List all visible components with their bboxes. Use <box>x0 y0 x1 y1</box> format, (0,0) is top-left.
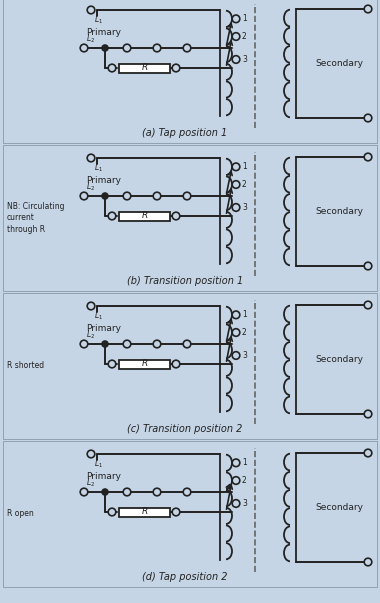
Circle shape <box>108 64 116 72</box>
Text: 3: 3 <box>242 55 247 64</box>
Circle shape <box>232 477 240 484</box>
Text: R: R <box>141 359 147 368</box>
Circle shape <box>364 410 372 418</box>
Circle shape <box>123 44 131 52</box>
Text: 2: 2 <box>242 328 247 337</box>
Circle shape <box>364 558 372 566</box>
Bar <box>119 212 170 221</box>
Circle shape <box>80 488 88 496</box>
Circle shape <box>172 212 180 220</box>
Circle shape <box>87 6 95 14</box>
Text: (b) Transition position 1: (b) Transition position 1 <box>127 276 243 286</box>
Text: $L_2$: $L_2$ <box>86 33 95 45</box>
Bar <box>3 441 377 587</box>
Text: 1: 1 <box>242 311 247 320</box>
Text: $L_1$: $L_1$ <box>94 162 103 174</box>
Text: (d) Tap position 2: (d) Tap position 2 <box>142 572 228 582</box>
Circle shape <box>101 192 109 200</box>
Circle shape <box>87 450 95 458</box>
Circle shape <box>232 55 240 63</box>
Bar <box>3 293 377 439</box>
Text: R: R <box>141 508 147 517</box>
Text: Secondary: Secondary <box>315 355 363 364</box>
Text: (a) Tap position 1: (a) Tap position 1 <box>142 128 228 138</box>
Circle shape <box>80 340 88 348</box>
Bar <box>3 145 377 291</box>
Circle shape <box>123 488 131 496</box>
Circle shape <box>123 192 131 200</box>
Circle shape <box>232 204 240 211</box>
Circle shape <box>153 192 161 200</box>
Text: Secondary: Secondary <box>315 59 363 68</box>
Circle shape <box>183 192 191 200</box>
Circle shape <box>172 508 180 516</box>
Circle shape <box>183 44 191 52</box>
Text: 1: 1 <box>242 14 247 24</box>
Circle shape <box>80 192 88 200</box>
Text: 1: 1 <box>242 162 247 171</box>
Circle shape <box>153 488 161 496</box>
Text: Primary: Primary <box>86 324 121 333</box>
Text: NB: Circulating
current
through R: NB: Circulating current through R <box>7 201 65 235</box>
Circle shape <box>364 262 372 270</box>
Text: Secondary: Secondary <box>315 503 363 512</box>
Text: R: R <box>141 63 147 72</box>
Circle shape <box>232 15 240 23</box>
Bar <box>119 359 170 368</box>
Circle shape <box>232 181 240 188</box>
Text: (c) Transition position 2: (c) Transition position 2 <box>127 424 243 434</box>
Text: R: R <box>141 212 147 221</box>
Circle shape <box>232 352 240 359</box>
Circle shape <box>87 302 95 310</box>
Text: R open: R open <box>7 510 34 519</box>
Circle shape <box>108 360 116 368</box>
Text: 2: 2 <box>242 476 247 485</box>
Circle shape <box>364 153 372 161</box>
Circle shape <box>108 212 116 220</box>
Circle shape <box>232 311 240 318</box>
Circle shape <box>172 360 180 368</box>
Text: $L_2$: $L_2$ <box>86 476 95 489</box>
Circle shape <box>364 449 372 457</box>
Text: Secondary: Secondary <box>315 207 363 216</box>
Text: 2: 2 <box>242 180 247 189</box>
Text: 1: 1 <box>242 458 247 467</box>
Text: $L_1$: $L_1$ <box>94 14 103 27</box>
Circle shape <box>101 44 109 52</box>
Circle shape <box>101 340 109 348</box>
Circle shape <box>364 5 372 13</box>
Text: 2: 2 <box>242 32 247 41</box>
Text: 3: 3 <box>242 203 247 212</box>
Text: 3: 3 <box>242 499 247 508</box>
Circle shape <box>101 488 109 496</box>
Text: Primary: Primary <box>86 176 121 185</box>
Bar <box>3 0 377 143</box>
Circle shape <box>87 154 95 162</box>
Circle shape <box>123 340 131 348</box>
Circle shape <box>232 500 240 507</box>
Bar <box>119 63 170 72</box>
Text: Primary: Primary <box>86 28 121 37</box>
Bar <box>119 508 170 517</box>
Circle shape <box>232 329 240 336</box>
Circle shape <box>364 114 372 122</box>
Circle shape <box>153 340 161 348</box>
Circle shape <box>80 44 88 52</box>
Text: $L_1$: $L_1$ <box>94 310 103 323</box>
Circle shape <box>232 33 240 40</box>
Text: R shorted: R shorted <box>7 362 44 370</box>
Circle shape <box>364 302 372 309</box>
Text: Primary: Primary <box>86 472 121 481</box>
Text: $L_2$: $L_2$ <box>86 180 95 193</box>
Circle shape <box>153 44 161 52</box>
Text: $L_2$: $L_2$ <box>86 329 95 341</box>
Circle shape <box>108 508 116 516</box>
Circle shape <box>183 340 191 348</box>
Text: 3: 3 <box>242 351 247 360</box>
Circle shape <box>232 163 240 171</box>
Text: $L_1$: $L_1$ <box>94 458 103 470</box>
Circle shape <box>183 488 191 496</box>
Circle shape <box>232 459 240 467</box>
Circle shape <box>172 64 180 72</box>
